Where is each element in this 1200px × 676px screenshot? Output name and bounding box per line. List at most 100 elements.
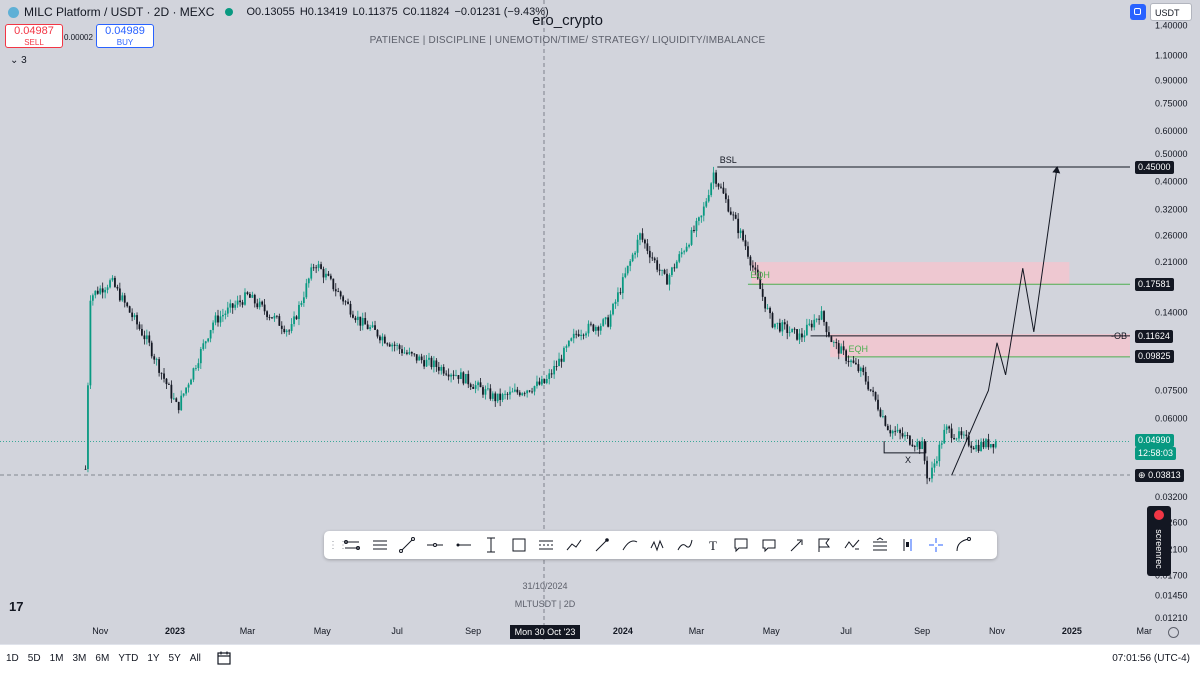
tool-callout[interactable] [727,533,755,557]
range-button-ytd[interactable]: YTD [118,653,139,664]
range-button-5y[interactable]: 5Y [168,653,181,664]
calendar-icon[interactable] [217,651,231,665]
tool-flag[interactable] [811,533,839,557]
candle [491,391,494,402]
candle-body [197,363,200,369]
tradingview-logo[interactable]: 17 [9,599,24,614]
buy-button[interactable]: 0.04989 BUY [96,24,154,48]
candle-body [177,401,180,411]
tool-horizontal-line[interactable] [421,533,449,557]
tool-comment[interactable] [755,533,783,557]
sell-button[interactable]: 0.04987 SELL [5,24,63,48]
tool-trend-channel[interactable] [338,533,366,557]
candle-body [192,368,195,380]
clock-timezone[interactable]: 07:01:56 (UTC-4) [1112,653,1190,664]
candle-body [994,441,997,448]
candle-body [87,385,89,470]
candle-body [921,441,924,450]
symbol-title[interactable]: MILC Platform / USDT · 2D · MEXC [24,5,215,19]
candle-body [720,186,722,188]
candle-body [337,291,340,293]
candle-body [440,366,443,371]
horizontal-ray-icon [456,543,472,547]
tool-anchored-vwap[interactable] [894,533,922,557]
tool-brush[interactable] [672,533,700,557]
candle-body [283,328,286,333]
drawing-toolbar[interactable]: ⋮⋮ T [324,531,997,559]
tool-xabcd[interactable] [838,533,866,557]
candle-body [862,367,865,372]
tool-path[interactable] [560,533,588,557]
compare-icon[interactable] [1130,4,1146,20]
range-button-1d[interactable]: 1D [6,653,19,664]
candle [612,302,614,316]
tool-arc[interactable] [950,533,978,557]
tool-vertical-range[interactable] [477,533,505,557]
candle [361,312,364,331]
tool-arrow[interactable] [588,533,616,557]
candle-body [771,313,774,328]
candle-body [793,328,796,330]
price-tag-cursor[interactable]: ⊕ 0.03813 [1135,469,1184,482]
candle [766,303,769,310]
tool-trend-line[interactable] [394,533,422,557]
record-icon[interactable] [1154,510,1164,520]
candle [935,456,938,466]
price-axis-label: 0.21000 [1155,257,1188,267]
tool-long-position[interactable] [866,533,894,557]
candle [513,383,516,393]
range-button-1y[interactable]: 1Y [147,653,160,664]
candle-body [229,303,232,308]
ohlc-change: −0.01231 (−9.43%) [454,6,549,18]
flag-icon [818,538,831,552]
candle [96,286,99,295]
indicators-toggle[interactable]: ⌄ 3 [10,55,27,66]
projection-path[interactable] [951,166,1061,476]
arrow-icon [595,538,609,552]
candle [523,391,526,397]
candle-body [587,323,590,334]
candle-body [398,345,401,350]
tool-arrow-marker[interactable] [783,533,811,557]
market-status-icon [225,8,234,16]
candle-body [683,251,686,253]
candle [950,423,953,443]
candle-body [374,325,376,330]
range-button-5d[interactable]: 5D [27,653,41,664]
candle-body [781,322,784,332]
range-button-6m[interactable]: 6M [95,653,110,664]
candle-body [96,290,99,294]
candle-body [626,265,629,274]
tool-curve[interactable] [616,533,644,557]
range-button-all[interactable]: All [189,653,201,664]
candle-body [474,385,477,389]
tool-crosshair[interactable] [922,533,950,557]
range-button-3m[interactable]: 3M [72,653,87,664]
tool-date-range[interactable] [533,533,561,557]
add-alert-icon[interactable]: ⊕ [1138,470,1146,480]
candle-body [533,386,536,392]
tool-horizontal-ray[interactable] [449,533,477,557]
drag-handle-icon[interactable]: ⋮⋮ [328,539,348,551]
candle [472,383,475,390]
candle-body [614,301,617,304]
tool-rectangle[interactable] [505,533,533,557]
candle-body [599,325,602,331]
candle [172,392,175,401]
tool-pattern[interactable] [644,533,672,557]
tool-regression[interactable] [366,533,394,557]
candle [263,299,266,315]
candle [793,327,796,334]
range-button-1m[interactable]: 1M [49,653,64,664]
screenrec-widget[interactable]: screenrec [1147,506,1171,576]
time-axis-label: May [763,626,781,636]
currency-select[interactable]: USDT [1150,3,1192,21]
settings-icon[interactable] [1168,627,1179,638]
candle-body [99,288,102,294]
symbol-header[interactable]: MILC Platform / USDT · 2D · MEXC O0.1305… [8,5,549,19]
price-axis-label: 1.40000 [1155,20,1188,30]
candle [801,328,803,342]
candle-body [263,304,266,312]
tool-text[interactable]: T [699,533,727,557]
